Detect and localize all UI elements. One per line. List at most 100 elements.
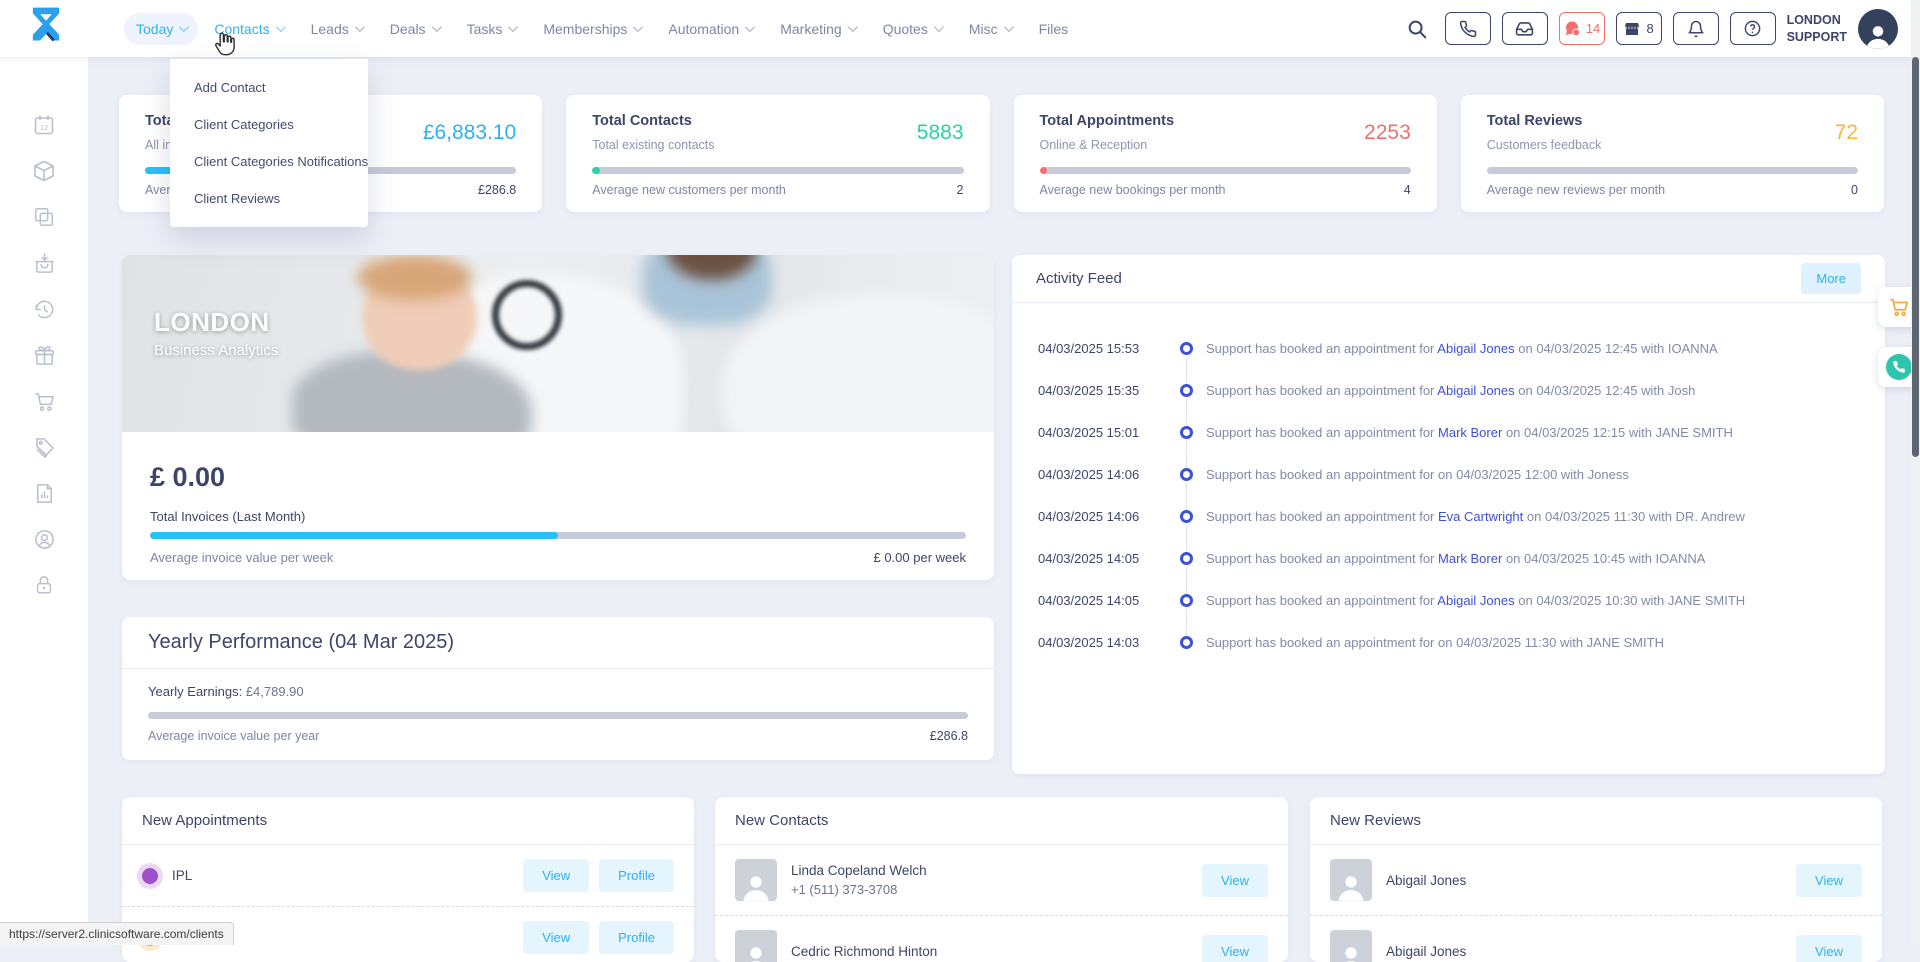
copy-icon [33,206,55,228]
phone-icon [1886,354,1912,380]
sidebar-item-history[interactable] [31,296,57,322]
hero-subtitle: Business Analytics [154,342,278,359]
panel-title: New Appointments [122,797,694,845]
appointment-row: IPL View Profile [122,845,694,907]
help-button[interactable] [1730,12,1776,45]
contact-phone: +1 (511) 373-3708 [791,882,927,897]
bag-download-icon [33,252,56,275]
contacts-dropdown-menu: Add Contact Client Categories Client Cat… [170,59,368,227]
sidebar-item-calendar[interactable]: 12 [31,112,57,138]
status-bar-url: https://server2.clinicsoftware.com/clien… [0,922,234,945]
tags-icon [33,436,56,459]
client-link[interactable]: Abigail Jones [1437,593,1514,608]
nav-item-misc[interactable]: Misc [957,13,1023,45]
phone-icon [1459,20,1477,38]
chevron-down-icon [745,22,755,32]
scrollbar-thumb[interactable] [1912,57,1919,457]
client-link[interactable]: Mark Borer [1438,425,1502,440]
store-button[interactable]: 8 [1616,12,1662,45]
more-button[interactable]: More [1801,263,1861,294]
activity-entry: 04/03/2025 14:05 Support has booked an a… [1038,579,1861,621]
view-button[interactable]: View [523,859,589,892]
nav-item-contacts[interactable]: Contacts [202,13,294,45]
timeline-marker-icon [1180,468,1193,481]
account-icon [33,528,56,551]
yearly-earnings-label: Yearly Earnings: [148,684,242,699]
card-subtitle: Customers feedback [1487,138,1602,152]
notifications-button[interactable] [1673,12,1719,45]
avatar [735,859,777,901]
sidebar-item-orders[interactable] [31,250,57,276]
search-icon[interactable] [1400,12,1434,46]
nav-item-automation[interactable]: Automation [656,13,764,45]
sidebar-item-package[interactable] [31,158,57,184]
nav-item-tasks[interactable]: Tasks [455,13,528,45]
sidebar-item-account[interactable] [31,526,57,552]
view-button[interactable]: View [1202,935,1268,962]
activity-entry: 04/03/2025 14:06 Support has booked an a… [1038,453,1861,495]
view-button[interactable]: View [523,921,589,954]
menu-item-add-contact[interactable]: Add Contact [170,69,368,106]
profile-button[interactable]: Profile [599,921,674,954]
scrollbar[interactable] [1911,0,1920,945]
view-button[interactable]: View [1796,864,1862,897]
contact-name: Cedric Richmond Hinton [791,944,937,959]
phone-button[interactable] [1445,12,1491,45]
avatar [735,930,777,962]
yearly-performance-panel: Yearly Performance (04 Mar 2025) Yearly … [122,617,994,760]
client-link[interactable]: Mark Borer [1438,551,1502,566]
timeline-marker-icon [1180,510,1193,523]
menu-item-client-reviews[interactable]: Client Reviews [170,180,368,217]
avatar[interactable] [1858,9,1898,49]
view-button[interactable]: View [1796,935,1862,962]
sidebar-item-reports[interactable] [31,480,57,506]
sidebar-item-shop[interactable] [31,388,57,414]
nav-item-files[interactable]: Files [1027,13,1081,45]
client-link[interactable]: Abigail Jones [1437,383,1514,398]
card-footer-label: Average new reviews per month [1487,183,1665,197]
chevron-down-icon [633,22,643,32]
panel-title: New Reviews [1310,797,1882,845]
nav-item-marketing[interactable]: Marketing [768,13,866,45]
card-subtitle: Online & Reception [1040,138,1175,152]
client-link[interactable]: Eva Cartwright [1438,509,1523,524]
nav-item-today[interactable]: Today [124,13,198,45]
view-button[interactable]: View [1202,864,1268,897]
chat-icon [1563,20,1581,38]
progress-bar [150,532,966,539]
appointment-label: IPL [172,868,192,883]
nav-item-quotes[interactable]: Quotes [871,13,953,45]
menu-item-client-categories[interactable]: Client Categories [170,106,368,143]
inbox-button[interactable] [1502,12,1548,45]
nav-label: Files [1039,21,1069,37]
client-link[interactable]: Abigail Jones [1437,341,1514,356]
chat-button[interactable]: 14 [1559,12,1605,45]
card-footer-label: Average new bookings per month [1040,183,1226,197]
reviewer-name: Abigail Jones [1386,873,1466,888]
contact-row: Cedric Richmond Hinton View [715,916,1288,962]
help-icon [1743,19,1762,38]
profile-button[interactable]: Profile [599,859,674,892]
nav-item-deals[interactable]: Deals [378,13,451,45]
report-icon [33,482,56,505]
app-logo-icon[interactable] [26,6,66,52]
sidebar-item-copy[interactable] [31,204,57,230]
card-value: 72 [1835,121,1858,152]
nav-item-leads[interactable]: Leads [299,13,374,45]
card-footer-value: 0 [1851,183,1858,197]
card-value: 5883 [917,121,964,152]
invoices-amount: £ 0.00 [150,462,966,493]
nav-label: Today [136,21,173,37]
stat-card-contacts: Total Contacts Total existing contacts 5… [566,95,989,212]
nav-label: Tasks [467,21,503,37]
sidebar-item-gifts[interactable] [31,342,57,368]
chevron-down-icon [934,22,944,32]
nav-label: Memberships [543,21,627,37]
timeline-marker-icon [1180,426,1193,439]
sidebar-item-pricing[interactable] [31,434,57,460]
card-value: 2253 [1364,121,1411,152]
menu-item-client-categories-notifications[interactable]: Client Categories Notifications [170,143,368,180]
progress-bar [148,712,968,719]
nav-item-memberships[interactable]: Memberships [531,13,652,45]
sidebar-item-security[interactable] [31,572,57,598]
